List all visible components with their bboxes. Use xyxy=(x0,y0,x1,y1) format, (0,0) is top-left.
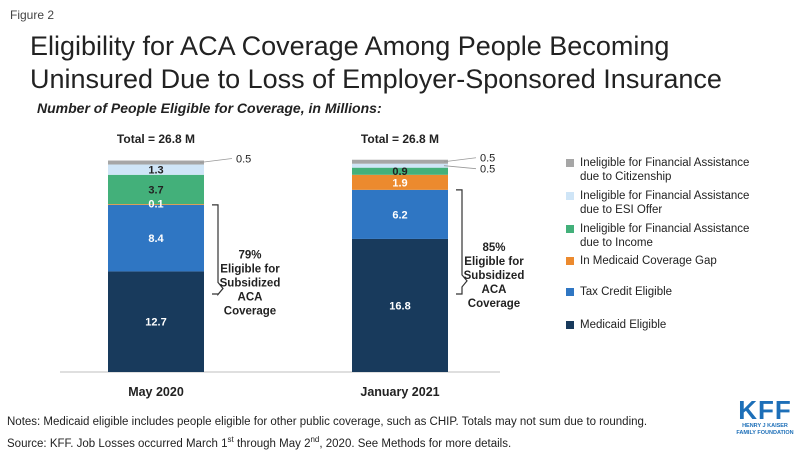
leader-line xyxy=(443,165,477,170)
total-label: Total = 26.8 M xyxy=(117,132,195,146)
stacked-bar-chart: 12.7 8.4 0.1 3.7 1.3 0.5 Total = 26.8 M May 202… xyxy=(60,132,525,399)
bracket-label: Coverage xyxy=(224,305,276,317)
source-sup: st xyxy=(227,435,234,444)
legend-label: Ineligible for Financial Assistance xyxy=(580,157,750,169)
chart-title: Eligibility for ACA Coverage Among Peopl… xyxy=(30,30,790,96)
legend-swatch-tax-credit xyxy=(566,288,574,296)
bracket-label: 79% xyxy=(238,249,261,261)
data-label: 0.1 xyxy=(148,198,163,210)
notes-line: Notes: Medicaid eligible includes people… xyxy=(7,416,648,428)
data-label: 1.9 xyxy=(392,177,407,189)
category-label: May 2020 xyxy=(128,385,184,399)
bracket-label: ACA xyxy=(238,291,263,303)
kff-logo: KFF HENRY J KAISER FAMILY FOUNDATION xyxy=(735,397,795,437)
bar-segment xyxy=(108,204,204,205)
legend-label: Tax Credit Eligible xyxy=(580,286,673,298)
logo-subtext: HENRY J KAISER xyxy=(742,423,788,429)
data-label: 0.5 xyxy=(480,153,495,165)
total-label: Total = 26.8 M xyxy=(361,132,439,146)
legend-swatch-esi-offer xyxy=(566,192,574,200)
chart-title-line1: Eligibility for ACA Coverage Among Peopl… xyxy=(30,31,670,61)
logo-wordmark: KFF xyxy=(738,395,792,425)
bar-segment xyxy=(352,189,448,239)
legend-label: In Medicaid Coverage Gap xyxy=(580,255,717,267)
data-label: 3.7 xyxy=(148,184,163,196)
chart-title-line2: Uninsured Due to Loss of Employer-Sponso… xyxy=(30,64,722,94)
data-label: 0.5 xyxy=(236,154,251,166)
bracket xyxy=(456,189,468,295)
chart-subtitle: Number of People Eligible for Coverage, … xyxy=(37,100,382,116)
bar-segment xyxy=(352,159,448,164)
legend-label: Ineligible for Financial Assistance xyxy=(580,190,750,202)
legend-swatch-coverage-gap xyxy=(566,257,574,265)
legend-label: Medicaid Eligible xyxy=(580,319,667,331)
bar-segment xyxy=(352,238,448,372)
source-text: Source: KFF. Job Losses occurred March 1 xyxy=(7,437,228,450)
data-label: 0.9 xyxy=(392,166,407,178)
source-line: Source: KFF. Job Losses occurred March 1… xyxy=(7,431,647,453)
data-label: 1.3 xyxy=(148,165,163,177)
bar-segment xyxy=(352,163,448,168)
bar-segment xyxy=(108,204,204,272)
leader-line xyxy=(199,158,233,163)
bracket xyxy=(212,204,224,297)
legend-label: Ineligible for Financial Assistance xyxy=(580,223,750,235)
legend-label: due to Citizenship xyxy=(580,171,672,183)
bracket-label: Subsidized xyxy=(220,277,281,289)
data-label: 8.4 xyxy=(148,233,164,245)
legend-swatch-citizenship xyxy=(566,159,574,167)
legend-swatch-income xyxy=(566,225,574,233)
bracket-label: Subsidized xyxy=(464,270,525,282)
bar-segment xyxy=(352,174,448,190)
source-sup: nd xyxy=(310,435,320,444)
bar-segment xyxy=(352,167,448,175)
bracket-label: Eligible for xyxy=(464,256,524,268)
notes: Notes: Medicaid eligible includes people… xyxy=(7,413,647,453)
legend-label: due to Income xyxy=(580,237,653,249)
data-label: 0.5 xyxy=(480,164,495,176)
bracket-label: Coverage xyxy=(468,298,520,310)
logo-subtext: FAMILY FOUNDATION xyxy=(736,430,794,436)
bar-segment xyxy=(108,164,204,175)
source-text: , 2020. See Methods for more details. xyxy=(319,437,512,450)
legend-swatch-medicaid xyxy=(566,321,574,329)
bracket-label: 85% xyxy=(482,242,505,254)
data-label: 12.7 xyxy=(145,317,166,329)
bar-segment xyxy=(108,174,204,205)
category-label: January 2021 xyxy=(360,385,439,399)
legend-label: due to ESI Offer xyxy=(580,204,663,216)
figure-label: Figure 2 xyxy=(10,8,55,22)
data-label: 16.8 xyxy=(389,300,410,312)
bar-segment xyxy=(108,160,204,165)
bracket-label: ACA xyxy=(482,284,507,296)
bracket-label: Eligible for xyxy=(220,263,280,275)
leader-line xyxy=(443,157,477,163)
data-label: 6.2 xyxy=(392,209,407,221)
source-text: through May 2 xyxy=(233,437,311,450)
bar-segment xyxy=(108,271,204,372)
